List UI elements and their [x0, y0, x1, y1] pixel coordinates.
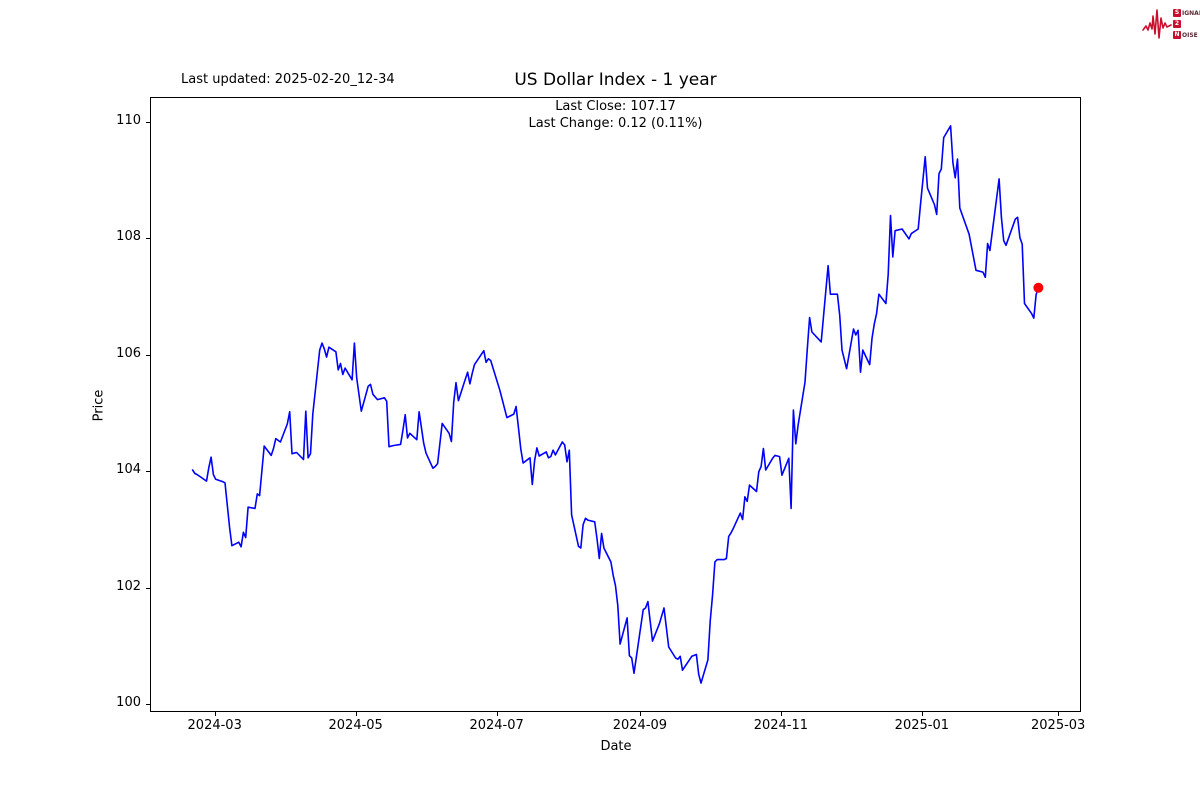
y-axis-tick-labels: 100 102 104 106 108 110 [0, 0, 141, 800]
price-line [191, 125, 1040, 684]
waveform-icon [1142, 9, 1172, 39]
y-tick-mark [146, 471, 150, 473]
plot-area [150, 97, 1081, 712]
signal2noise-logo: SIGNAL2NOISE [1142, 3, 1200, 45]
x-tick-label: 2024-03 [187, 718, 242, 733]
y-tick-label: 108 [116, 229, 141, 245]
x-tick-mark [355, 712, 357, 716]
last-close-marker [1033, 282, 1044, 293]
x-tick-label: 2024-11 [753, 718, 809, 733]
x-tick-mark [639, 712, 641, 716]
x-tick-label: 2024-05 [328, 718, 383, 733]
last-updated-text: Last updated: 2025-02-20_12-34 [181, 72, 395, 87]
subtitle: Last Close: 107.17 Last Change: 0.12 (0.… [150, 98, 1081, 132]
logo-row: SIGNAL [1173, 8, 1200, 18]
y-tick-mark [146, 587, 150, 589]
logo-rest: IGNAL [1182, 9, 1200, 17]
y-tick-label: 102 [116, 578, 141, 594]
title-wrap: US Dollar Index - 1 year [150, 70, 1081, 90]
logo-initial: 2 [1173, 20, 1181, 28]
logo-initial: N [1173, 31, 1181, 39]
x-tick-mark [496, 712, 498, 716]
page-title: US Dollar Index - 1 year [514, 70, 717, 90]
x-tick-mark [1058, 712, 1060, 716]
x-tick-label: 2025-01 [894, 718, 949, 733]
logo-rest: OISE [1182, 31, 1198, 39]
y-axis-label: Price [91, 389, 107, 422]
y-tick-label: 106 [116, 345, 141, 361]
price-line-chart [191, 125, 1044, 684]
y-tick-mark [146, 122, 150, 124]
y-tick-label: 100 [116, 695, 141, 711]
logo-row: 2 [1173, 19, 1200, 29]
y-tick-mark [146, 704, 150, 706]
y-tick-mark [146, 354, 150, 356]
last-close-text: Last Close: 107.17 [555, 99, 676, 114]
x-tick-mark [214, 712, 216, 716]
logo-initial: S [1173, 9, 1181, 17]
x-tick-label: 2025-03 [1031, 718, 1086, 733]
x-tick-label: 2024-07 [469, 718, 524, 733]
logo-text: SIGNAL2NOISE [1173, 8, 1200, 40]
y-tick-label: 104 [116, 462, 141, 478]
x-tick-label: 2024-09 [612, 718, 668, 733]
y-tick-label: 110 [116, 113, 141, 129]
x-tick-mark [921, 712, 923, 716]
x-tick-mark [780, 712, 782, 716]
logo-row: N OISE [1173, 30, 1200, 40]
last-change-text: Last Change: 0.12 (0.11%) [528, 116, 703, 131]
y-tick-mark [146, 238, 150, 240]
x-axis-label: Date [600, 739, 632, 754]
